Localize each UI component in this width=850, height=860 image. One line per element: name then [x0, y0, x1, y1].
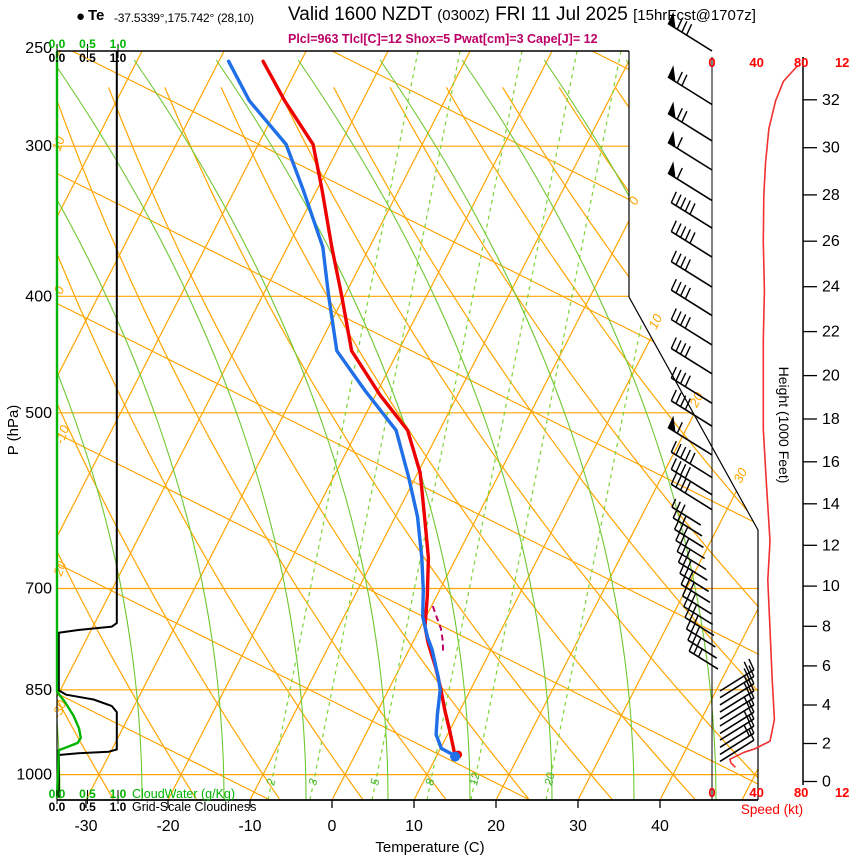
- svg-text:1.0: 1.0: [110, 37, 127, 51]
- svg-text:1000: 1000: [16, 767, 52, 784]
- svg-text:22: 22: [822, 324, 840, 341]
- dewpoint-curve: [226, 59, 457, 759]
- svg-text:0.0: 0.0: [49, 800, 66, 814]
- cloud-profiles: [55, 51, 118, 798]
- isotherm-and-adiabat-labels: 0 10 20 30 10 0 -10 -20 -30: [49, 134, 751, 721]
- svg-text:30: 30: [730, 465, 750, 485]
- svg-text:20: 20: [686, 389, 707, 410]
- svg-text:0: 0: [822, 774, 831, 791]
- svg-text:2: 2: [265, 777, 278, 787]
- svg-text:CloudWater (g/Kg): CloudWater (g/Kg): [132, 787, 235, 801]
- svg-text:6: 6: [822, 658, 831, 675]
- svg-text:0.5: 0.5: [79, 51, 96, 65]
- svg-text:30: 30: [822, 140, 840, 157]
- svg-text:30: 30: [569, 818, 587, 835]
- svg-text:-10: -10: [238, 818, 261, 835]
- parcel-trace: [431, 605, 445, 652]
- svg-text:0.0: 0.0: [49, 51, 66, 65]
- wind-speed-profile: [729, 64, 799, 768]
- svg-text:20: 20: [543, 771, 558, 788]
- svg-text:700: 700: [25, 580, 52, 597]
- svg-text:120: 120: [835, 785, 850, 800]
- svg-text:26: 26: [822, 233, 840, 250]
- svg-text:Speed (kt): Speed (kt): [741, 802, 803, 817]
- svg-text:40: 40: [749, 785, 763, 800]
- station-marker-dot-icon: ●: [76, 8, 86, 25]
- station-coordinates: -37.5339°,175.742° (28,10): [114, 11, 254, 25]
- svg-text:-30: -30: [74, 818, 97, 835]
- svg-text:0: 0: [708, 55, 715, 70]
- plot-frame: [56, 50, 804, 801]
- svg-text:1.0: 1.0: [110, 787, 127, 801]
- svg-text:Height (1000 Feet): Height (1000 Feet): [776, 367, 792, 484]
- svg-text:20: 20: [487, 818, 505, 835]
- svg-text:0.0: 0.0: [49, 787, 66, 801]
- svg-text:28: 28: [822, 187, 840, 204]
- svg-text:-20: -20: [49, 559, 70, 583]
- svg-text:12: 12: [468, 771, 483, 787]
- svg-text:3: 3: [307, 777, 320, 786]
- svg-text:12: 12: [822, 537, 840, 554]
- svg-text:20: 20: [822, 368, 840, 385]
- svg-text:Temperature (C): Temperature (C): [375, 839, 484, 856]
- svg-text:0.5: 0.5: [79, 800, 96, 814]
- mixing-ratio-labels: 2 3 5 8 12 20: [265, 771, 558, 788]
- svg-text:14: 14: [822, 496, 840, 513]
- svg-text:40: 40: [749, 55, 763, 70]
- svg-text:400: 400: [25, 288, 52, 305]
- svg-text:10: 10: [645, 311, 665, 331]
- svg-text:2: 2: [822, 736, 831, 753]
- svg-text:0: 0: [708, 785, 715, 800]
- svg-text:1.0: 1.0: [110, 800, 127, 814]
- svg-text:0: 0: [328, 818, 337, 835]
- svg-text:80: 80: [794, 55, 808, 70]
- svg-text:5: 5: [369, 777, 382, 786]
- svg-text:120: 120: [835, 55, 850, 70]
- grid-scale-cloudiness-profile: [57, 51, 118, 798]
- cloud-water-profile: [55, 51, 82, 798]
- sounding-curves: [226, 59, 463, 762]
- svg-text:Grid-Scale Cloudiness: Grid-Scale Cloudiness: [132, 800, 256, 814]
- svg-text:40: 40: [651, 818, 669, 835]
- moist-adiabats-and-mixing-lines: [57, 51, 758, 800]
- svg-text:0.5: 0.5: [79, 787, 96, 801]
- svg-text:500: 500: [25, 405, 52, 422]
- svg-text:-10: -10: [52, 423, 73, 447]
- svg-text:0.5: 0.5: [79, 37, 96, 51]
- skewt-grid: [57, 51, 758, 800]
- svg-text:32: 32: [822, 92, 840, 109]
- svg-text:250: 250: [25, 40, 52, 57]
- svg-text:0: 0: [51, 283, 68, 296]
- sounding-parameters: Plcl=963 Tlcl[C]=12 Shox=5 Pwat[cm]=3 Ca…: [288, 32, 598, 46]
- svg-text:-30: -30: [49, 698, 70, 722]
- svg-text:4: 4: [822, 697, 831, 714]
- svg-text:1.0: 1.0: [110, 51, 127, 65]
- svg-text:16: 16: [822, 454, 840, 471]
- valid-time-title: Valid 1600 NZDT (0300Z) FRI 11 Jul 2025 …: [288, 4, 756, 25]
- svg-text:8: 8: [822, 618, 831, 635]
- svg-text:80: 80: [794, 785, 808, 800]
- svg-text:18: 18: [822, 411, 840, 428]
- station-series-label: Te: [88, 7, 105, 24]
- chart-header: ● Te -37.5339°,175.742° (28,10) Valid 16…: [0, 0, 850, 50]
- svg-text:10: 10: [405, 818, 423, 835]
- svg-text:0: 0: [625, 193, 642, 207]
- svg-text:P (hPa): P (hPa): [5, 405, 22, 456]
- svg-text:10: 10: [822, 578, 840, 595]
- svg-text:10: 10: [49, 134, 68, 153]
- svg-text:300: 300: [25, 138, 52, 155]
- svg-text:850: 850: [25, 682, 52, 699]
- surface-dewpoint-dot: [450, 751, 461, 762]
- svg-text:-20: -20: [156, 818, 179, 835]
- svg-text:24: 24: [822, 279, 840, 296]
- wind-barbs: [667, 11, 755, 763]
- svg-text:0.0: 0.0: [49, 37, 66, 51]
- svg-text:8: 8: [424, 777, 437, 786]
- temperature-curve: [261, 59, 457, 759]
